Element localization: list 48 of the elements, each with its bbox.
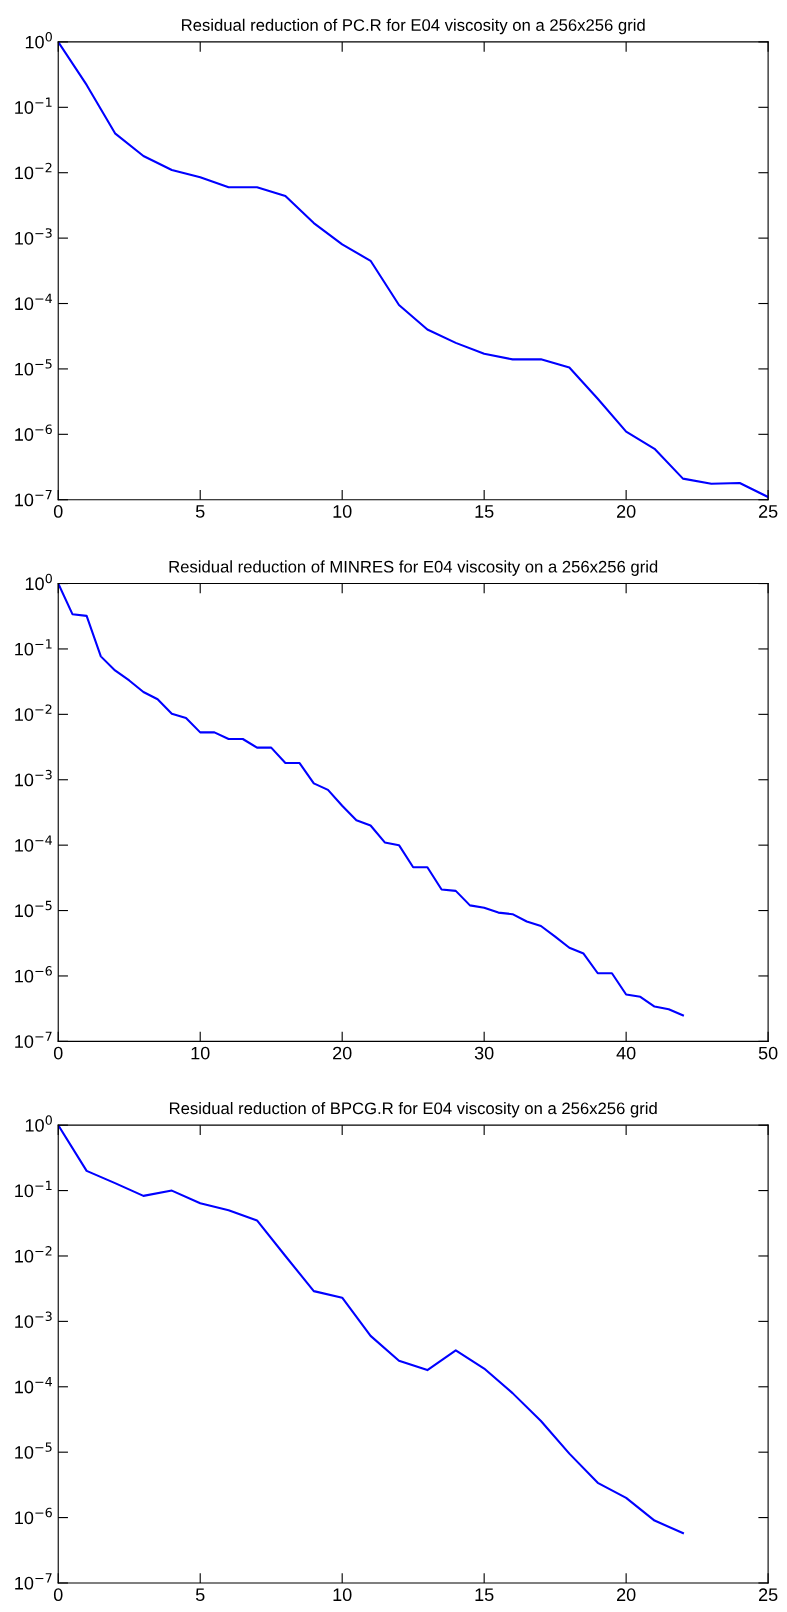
x-tick-label: 5 (195, 1588, 205, 1602)
y-tick-label: 10$^{−1}$ (15, 97, 52, 114)
y-tick-label: 10$^{−3}$ (15, 1311, 52, 1328)
y-tick-label: 10$^{−6}$ (15, 424, 52, 441)
line-series (58, 41, 769, 499)
y-tick-label: 10$^{−5}$ (15, 900, 52, 918)
y-tick-label: 10$^{−1}$ (15, 1180, 52, 1198)
x-tick-label: 10 (333, 505, 352, 518)
y-tick-label: 10$^{−7}$ (15, 490, 52, 507)
chart-title: Residual reduction of BPCG.R for E04 viscosity on a 256x256 grid (169, 1101, 657, 1118)
x-tick-label: 20 (333, 1046, 352, 1060)
x-tick-label: 5 (195, 505, 205, 518)
y-tick-label: 10$^{−5}$ (15, 359, 52, 376)
y-tick-label: 10$^{−2}$ (15, 704, 52, 721)
x-tick-label: 10 (333, 1588, 352, 1602)
x-tick-label: 15 (475, 505, 494, 518)
x-tick-label: 20 (617, 1588, 636, 1602)
x-tick-label: 50 (758, 1046, 778, 1060)
y-tick-label: 10$^{−4}$ (15, 835, 53, 852)
y-tick-label: 10$^{−4}$ (15, 1377, 53, 1394)
y-tick-label: 10$^{−2}$ (15, 1246, 52, 1263)
y-tick-label: 10$^{−6}$ (15, 966, 52, 983)
y-tick-label: 10$^{−1}$ (15, 639, 52, 656)
y-tick-label: 10$^{−4}$ (15, 293, 53, 311)
x-tick-label: 10 (191, 1046, 210, 1060)
chart-title: Residual reduction of PC.R for E04 viscosity on a 256x256 grid (182, 18, 645, 35)
x-tick-label: 0 (53, 1046, 63, 1060)
x-tick-label: 15 (475, 1588, 494, 1602)
x-tick-label: 0 (53, 505, 63, 518)
x-tick-label: 25 (758, 505, 778, 518)
y-tick-label: 10$^{0}$ (25, 32, 52, 49)
y-tick-label: 10$^{−6}$ (15, 1507, 52, 1525)
y-tick-label: 10$^{0}$ (25, 1115, 52, 1132)
line-series (58, 583, 684, 1017)
y-tick-label: 10$^{−3}$ (15, 769, 52, 787)
chart-title: Residual reduction of MINRES for E04 viscosity on a 256x256 grid (169, 560, 658, 576)
x-tick-label: 40 (616, 1046, 636, 1060)
line-series (58, 1125, 684, 1535)
x-tick-label: 25 (758, 1588, 778, 1602)
y-tick-label: 10$^{0}$ (25, 573, 52, 591)
y-tick-label: 10$^{−5}$ (15, 1442, 52, 1459)
x-tick-label: 0 (53, 1588, 63, 1602)
y-tick-label: 10$^{−7}$ (15, 1031, 52, 1048)
y-tick-label: 10$^{−2}$ (15, 162, 52, 180)
y-tick-label: 10$^{−7}$ (15, 1573, 52, 1590)
x-tick-label: 20 (617, 505, 636, 518)
y-tick-label: 10$^{−3}$ (15, 228, 52, 245)
x-tick-label: 30 (474, 1046, 494, 1060)
